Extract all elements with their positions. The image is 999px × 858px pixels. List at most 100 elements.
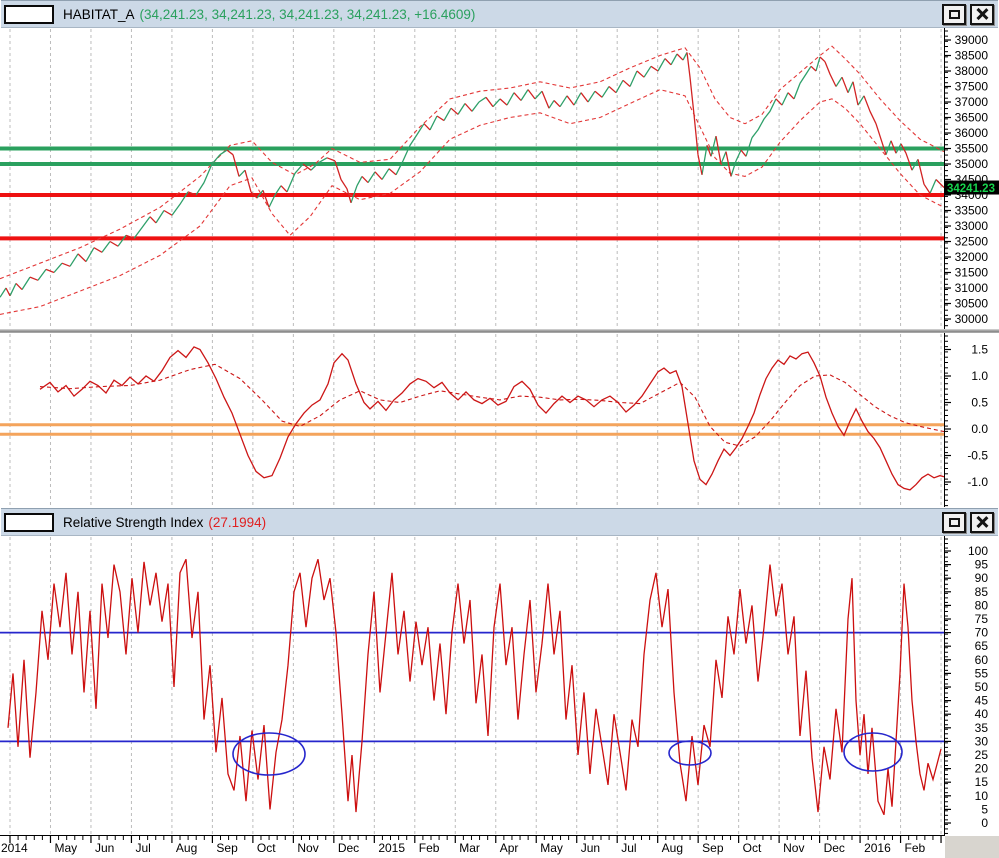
rsi-yaxis-label: 30 xyxy=(975,734,989,748)
rsi-pane-titlebar[interactable]: Relative Strength Index (27.1994) xyxy=(1,508,998,536)
xaxis-month-label: Dec xyxy=(824,841,845,855)
maximize-icon xyxy=(948,517,960,527)
maximize-button[interactable] xyxy=(942,3,966,25)
rsi-yaxis-label: 15 xyxy=(975,775,989,789)
price-yaxis-label: 32500 xyxy=(955,235,989,249)
rsi-yaxis-label: 5 xyxy=(981,802,988,816)
rsi-yaxis-label: 20 xyxy=(975,762,989,776)
close-icon xyxy=(976,516,989,529)
rsi-yaxis-label: 65 xyxy=(975,639,989,653)
oscillator-yaxis-label: -1.0 xyxy=(967,475,988,489)
oscillator-yaxis-label: 1.5 xyxy=(971,343,988,357)
xaxis-month-label: Feb xyxy=(419,841,440,855)
maximize-icon xyxy=(948,9,960,19)
rsi-yaxis-label: 95 xyxy=(975,558,989,572)
rsi-yaxis-label: 70 xyxy=(975,626,989,640)
rsi-pane-window-buttons xyxy=(942,511,994,533)
xaxis-month-label: Sep xyxy=(216,841,238,855)
price-yaxis-label: 31000 xyxy=(955,281,989,295)
rsi-yaxis-label: 85 xyxy=(975,585,989,599)
price-yaxis-label: 31500 xyxy=(955,266,989,280)
price-yaxis-label: 30000 xyxy=(955,312,989,326)
price-yaxis-label: 37000 xyxy=(955,95,989,109)
rsi-yaxis-label: 80 xyxy=(975,598,989,612)
xaxis-month-label: Jul xyxy=(621,841,636,855)
rsi-yaxis-label: 25 xyxy=(975,748,989,762)
oscillator-yaxis-label: 0.5 xyxy=(971,396,988,410)
xaxis-month-label: Mar xyxy=(459,841,480,855)
xaxis-month-label: Nov xyxy=(297,841,318,855)
upper-band xyxy=(0,45,945,280)
rsi-pane-title: Relative Strength Index xyxy=(63,514,204,530)
xaxis-month-label: Oct xyxy=(743,841,762,855)
price-yaxis-label: 33000 xyxy=(955,219,989,233)
annotation-ellipse xyxy=(232,732,306,776)
rsi-yaxis-label: 60 xyxy=(975,653,989,667)
oscillator-yaxis-label: 0.0 xyxy=(971,422,988,436)
rsi-yaxis-label: 0 xyxy=(981,816,988,830)
rsi-yaxis-label: 55 xyxy=(975,666,989,680)
rsi-yaxis-label: 35 xyxy=(975,721,989,735)
close-icon xyxy=(976,8,989,21)
xaxis-month-label: Jun xyxy=(581,841,600,855)
price-pane-values: (34,241.23, 34,241.23, 34,241.23, 34,241… xyxy=(139,6,476,22)
rsi-yaxis-label: 75 xyxy=(975,612,989,626)
annotation-ellipse xyxy=(843,732,903,772)
last-price-tag-label: 34241.23 xyxy=(947,183,995,195)
oscillator-yaxis-label: -0.5 xyxy=(967,449,988,463)
price-yaxis-label: 35500 xyxy=(955,142,989,156)
pane-collapse-button[interactable] xyxy=(4,512,54,532)
rsi-yaxis-label: 50 xyxy=(975,680,989,694)
price-yaxis-label: 35000 xyxy=(955,157,989,171)
price-yaxis-label: 37500 xyxy=(955,80,989,94)
pane-collapse-button[interactable] xyxy=(4,4,54,24)
maximize-button[interactable] xyxy=(942,511,966,533)
xaxis-month-label: Aug xyxy=(662,841,683,855)
xaxis-month-label: Apr xyxy=(500,841,519,855)
close-button[interactable] xyxy=(970,3,994,25)
xaxis-month-label: Nov xyxy=(783,841,804,855)
oscillator-signal xyxy=(39,363,945,447)
price-yaxis-label: 33500 xyxy=(955,204,989,218)
rsi-yaxis-label: 45 xyxy=(975,694,989,708)
price-yaxis-label: 36500 xyxy=(955,111,989,125)
price-yaxis-label: 38000 xyxy=(955,64,989,78)
annotation-ellipse xyxy=(668,740,712,766)
price-yaxis-label: 30500 xyxy=(955,297,989,311)
price-pane-titlebar[interactable]: HABITAT_A (34,241.23, 34,241.23, 34,241.… xyxy=(1,0,998,28)
rsi-pane-value: (27.1994) xyxy=(208,514,267,530)
rsi-yaxis-label: 40 xyxy=(975,707,989,721)
pane-splitter[interactable] xyxy=(0,329,999,333)
xaxis-month-label: Jul xyxy=(135,841,150,855)
price-yaxis-label: 36000 xyxy=(955,126,989,140)
xaxis-month-label: Feb xyxy=(905,841,926,855)
xaxis-month-label: May xyxy=(54,841,77,855)
close-button[interactable] xyxy=(970,511,994,533)
price-yaxis-label: 39000 xyxy=(955,33,989,47)
rsi-line xyxy=(7,558,942,816)
price-line-up xyxy=(0,52,937,298)
rsi-yaxis-label: 10 xyxy=(975,789,989,803)
xaxis-month-label: Aug xyxy=(176,841,197,855)
xaxis-month-label: 2016 xyxy=(864,841,891,855)
price-pane-title: HABITAT_A xyxy=(63,6,135,22)
last-price-tag xyxy=(945,180,999,195)
xaxis-month-label: Sep xyxy=(702,841,724,855)
axis-corner xyxy=(945,836,999,858)
rsi-yaxis-label: 100 xyxy=(968,544,988,558)
xaxis-month-label: Dec xyxy=(338,841,359,855)
oscillator-line xyxy=(39,346,945,491)
oscillator-yaxis-label: 1.0 xyxy=(971,369,988,383)
rsi-yaxis-label: 90 xyxy=(975,571,989,585)
price-line-down xyxy=(5,52,945,297)
price-yaxis-label: 38500 xyxy=(955,49,989,63)
xaxis-month-label: 2014 xyxy=(1,841,28,855)
xaxis-month-label: 2015 xyxy=(378,841,405,855)
xaxis-month-label: Jun xyxy=(95,841,114,855)
price-yaxis-label: 32000 xyxy=(955,250,989,264)
xaxis-month-label: May xyxy=(540,841,563,855)
price-pane-window-buttons xyxy=(942,3,994,25)
